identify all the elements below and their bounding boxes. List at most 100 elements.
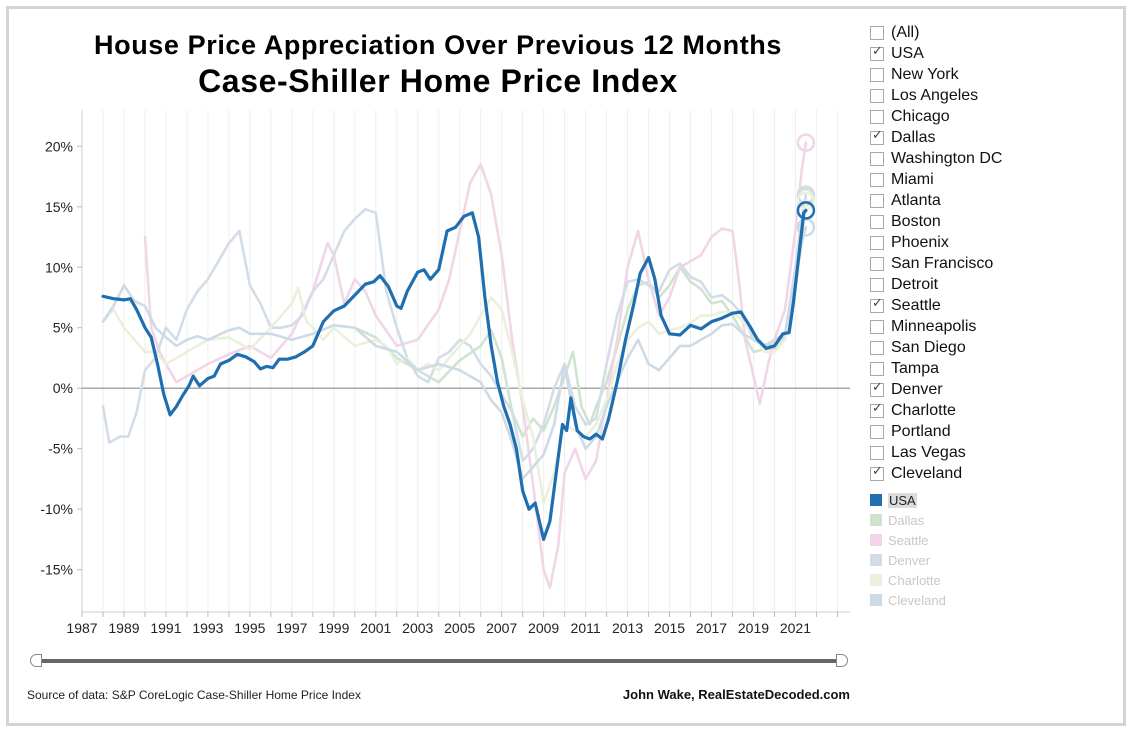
filter-item[interactable]: Detroit bbox=[870, 274, 1110, 295]
filter-item[interactable]: Las Vegas bbox=[870, 442, 1110, 463]
filter-item[interactable]: Phoenix bbox=[870, 232, 1110, 253]
filter-checkbox[interactable] bbox=[870, 67, 884, 82]
filter-checkbox[interactable] bbox=[870, 109, 884, 124]
dashboard-frame bbox=[6, 6, 1126, 726]
y-tick-label: 20% bbox=[45, 138, 73, 154]
y-tick-label: 5% bbox=[53, 320, 73, 336]
x-tick-label: 2003 bbox=[402, 620, 433, 636]
filter-label: Miami bbox=[891, 170, 934, 188]
legend-label: USA bbox=[888, 492, 917, 508]
filter-checkbox[interactable] bbox=[870, 193, 884, 208]
y-tick-label: 10% bbox=[45, 259, 73, 275]
x-tick-label: 1993 bbox=[192, 620, 223, 636]
filter-label: Seattle bbox=[891, 296, 941, 314]
x-tick-label: 1997 bbox=[276, 620, 307, 636]
filter-checkbox[interactable] bbox=[870, 380, 884, 397]
date-range-slider[interactable] bbox=[30, 653, 848, 669]
filter-item[interactable]: New York bbox=[870, 64, 1110, 85]
filter-checkbox[interactable] bbox=[870, 361, 884, 376]
filter-label: USA bbox=[891, 44, 924, 62]
filter-checkbox[interactable] bbox=[870, 25, 884, 40]
x-tick-label: 1999 bbox=[318, 620, 349, 636]
filter-checkbox[interactable] bbox=[870, 214, 884, 229]
legend-swatch bbox=[870, 534, 882, 546]
series-line-denver bbox=[101, 193, 808, 463]
filter-item[interactable]: Charlotte bbox=[870, 400, 1110, 421]
source-note: Source of data: S&P CoreLogic Case-Shill… bbox=[27, 688, 361, 702]
legend-item[interactable]: USA bbox=[870, 490, 1070, 510]
filter-checkbox[interactable] bbox=[870, 296, 884, 313]
filter-item[interactable]: Seattle bbox=[870, 295, 1110, 316]
filter-item[interactable]: Los Angeles bbox=[870, 85, 1110, 106]
x-tick-label: 1995 bbox=[234, 620, 265, 636]
filter-item[interactable]: Tampa bbox=[870, 358, 1110, 379]
y-tick-label: 15% bbox=[45, 199, 73, 215]
legend-item[interactable]: Denver bbox=[870, 550, 1070, 570]
filter-checkbox[interactable] bbox=[870, 172, 884, 187]
plot-area bbox=[81, 110, 850, 613]
filter-item[interactable]: Chicago bbox=[870, 106, 1110, 127]
legend-item[interactable]: Charlotte bbox=[870, 570, 1070, 590]
legend-label: Seattle bbox=[888, 532, 929, 548]
filter-checkbox[interactable] bbox=[870, 44, 884, 61]
filter-item[interactable]: (All) bbox=[870, 22, 1110, 43]
filter-item[interactable]: Dallas bbox=[870, 127, 1110, 148]
filter-label: Boston bbox=[891, 212, 941, 230]
filter-checkbox[interactable] bbox=[870, 445, 884, 460]
slider-end-handle[interactable] bbox=[836, 654, 848, 667]
slider-track[interactable] bbox=[36, 659, 842, 663]
vertical-gridlines bbox=[81, 110, 838, 612]
x-tick-label: 1987 bbox=[66, 620, 97, 636]
filter-item[interactable]: Cleveland bbox=[870, 463, 1110, 484]
legend-item[interactable]: Seattle bbox=[870, 530, 1070, 550]
filter-item[interactable]: San Diego bbox=[870, 337, 1110, 358]
filter-checkbox[interactable] bbox=[870, 88, 884, 103]
filter-checkbox[interactable] bbox=[870, 464, 884, 481]
filter-label: Detroit bbox=[891, 275, 939, 293]
legend-swatch bbox=[870, 514, 882, 526]
x-tick-label: 2007 bbox=[486, 620, 517, 636]
filter-checkbox[interactable] bbox=[870, 401, 884, 418]
legend-item[interactable]: Cleveland bbox=[870, 590, 1070, 610]
filter-item[interactable]: Portland bbox=[870, 421, 1110, 442]
filter-item[interactable]: Boston bbox=[870, 211, 1110, 232]
x-tick-label: 1989 bbox=[108, 620, 139, 636]
filter-item[interactable]: San Francisco bbox=[870, 253, 1110, 274]
filter-label: Tampa bbox=[891, 359, 940, 377]
slider-start-handle[interactable] bbox=[30, 654, 42, 667]
filter-label: San Francisco bbox=[891, 254, 994, 272]
filter-checkbox[interactable] bbox=[870, 340, 884, 355]
legend-swatch bbox=[870, 574, 882, 586]
legend-label: Cleveland bbox=[888, 592, 946, 608]
filter-label: (All) bbox=[891, 23, 920, 41]
y-tick-label: 0% bbox=[53, 380, 73, 396]
series-lines bbox=[101, 133, 816, 590]
legend-swatch bbox=[870, 594, 882, 606]
author-credit: John Wake, RealEstateDecoded.com bbox=[622, 687, 850, 702]
filter-item[interactable]: USA bbox=[870, 43, 1110, 64]
y-tick-label: -5% bbox=[48, 441, 73, 457]
filter-item[interactable]: Miami bbox=[870, 169, 1110, 190]
city-filter-list: (All) USA New York Los Angeles Chicago Dallas… bbox=[870, 22, 1110, 484]
filter-checkbox[interactable] bbox=[870, 235, 884, 250]
x-tick-label: 2021 bbox=[780, 620, 811, 636]
filter-item[interactable]: Minneapolis bbox=[870, 316, 1110, 337]
x-tick-label: 2019 bbox=[738, 620, 769, 636]
legend-item[interactable]: Dallas bbox=[870, 510, 1070, 530]
filter-checkbox[interactable] bbox=[870, 277, 884, 292]
filter-label: Cleveland bbox=[891, 464, 963, 482]
filter-label: Portland bbox=[891, 422, 951, 440]
y-tick-label: -10% bbox=[40, 501, 73, 517]
line-chart: -15% -10% -5% 0% 5% 10% 15% 20% 1987 1989 1991 199… bbox=[40, 110, 850, 636]
filter-item[interactable]: Atlanta bbox=[870, 190, 1110, 211]
filter-item[interactable]: Washington DC bbox=[870, 148, 1110, 169]
filter-label: Las Vegas bbox=[891, 443, 966, 461]
filter-checkbox[interactable] bbox=[870, 424, 884, 439]
filter-checkbox[interactable] bbox=[870, 256, 884, 271]
filter-checkbox[interactable] bbox=[870, 151, 884, 166]
filter-checkbox[interactable] bbox=[870, 319, 884, 334]
x-tick-label: 2009 bbox=[528, 620, 559, 636]
y-tick-label: -15% bbox=[40, 562, 73, 578]
filter-checkbox[interactable] bbox=[870, 128, 884, 145]
filter-item[interactable]: Denver bbox=[870, 379, 1110, 400]
